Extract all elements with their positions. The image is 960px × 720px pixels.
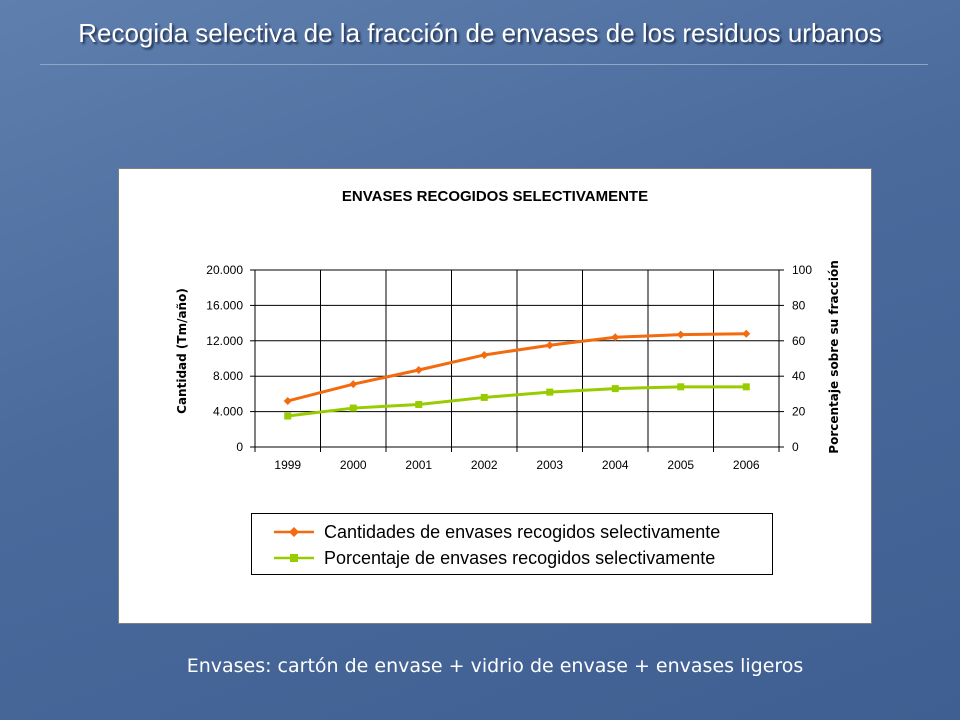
data-point-cantidad — [349, 380, 358, 389]
data-point-porcentaje — [480, 393, 488, 401]
y-tick-label-right: 0 — [792, 440, 799, 454]
y-tick-label-left: 12.000 — [206, 334, 243, 348]
x-tick-label: 2004 — [602, 458, 629, 472]
chart-title: ENVASES RECOGIDOS SELECTIVAMENTE — [342, 188, 648, 205]
legend-label-porcentaje: Porcentaje de envases recogidos selectiv… — [324, 547, 716, 568]
legend-swatch-green — [274, 554, 314, 562]
x-tick-label: 2006 — [733, 458, 760, 472]
y-axis-label-left: Cantidad (Tm/año) — [175, 288, 189, 414]
y-tick-label-right: 100 — [792, 263, 812, 277]
line-chart: ENVASES RECOGIDOS SELECTIVAMENTE Cantida… — [175, 188, 841, 472]
plot-frame — [254, 269, 780, 448]
data-point-porcentaje — [742, 383, 750, 391]
chart-legend: Cantidades de envases recogidos selectiv… — [251, 513, 773, 575]
x-tick-label: 2005 — [667, 458, 694, 472]
data-point-porcentaje — [611, 385, 619, 393]
y-tick-label-right: 40 — [792, 369, 806, 383]
x-tick-label: 2002 — [471, 458, 498, 472]
data-point-cantidad — [283, 396, 292, 405]
y-tick-label-right: 60 — [792, 334, 806, 348]
x-tick-label: 2003 — [536, 458, 563, 472]
y-tick-label-right: 80 — [792, 298, 806, 312]
y-tick-label-left: 0 — [236, 440, 243, 454]
legend-item-cantidades: Cantidades de envases recogidos selectiv… — [272, 520, 720, 544]
series-line-1 — [287, 385, 747, 418]
data-point-porcentaje — [415, 401, 423, 409]
data-point-cantidad — [676, 330, 685, 339]
y-tick-label-right: 20 — [792, 405, 806, 419]
data-point-cantidad — [742, 329, 751, 338]
data-point-cantidad — [480, 350, 489, 359]
legend-item-porcentaje: Porcentaje de envases recogidos selectiv… — [272, 546, 715, 570]
y-tick-label-left: 20.000 — [206, 263, 243, 277]
data-point-cantidad — [545, 341, 554, 350]
data-point-porcentaje — [546, 388, 554, 396]
data-point-porcentaje — [677, 383, 685, 391]
series-line-0 — [287, 332, 747, 403]
slide-caption: Envases: cartón de envase + vidrio de en… — [186, 655, 804, 677]
y-tick-label-left: 16.000 — [206, 298, 243, 312]
data-point-cantidad — [611, 333, 620, 342]
x-tick-label: 2000 — [340, 458, 367, 472]
data-point-porcentaje — [284, 412, 292, 420]
y-tick-label-left: 8.000 — [213, 369, 243, 383]
data-point-porcentaje — [349, 404, 357, 412]
chart-panel: ENVASES RECOGIDOS SELECTIVAMENTE Cantida… — [118, 168, 872, 624]
y-axis-label-right: Porcentaje sobre su fracción — [827, 260, 841, 453]
legend-swatch-orange — [274, 527, 314, 537]
x-tick-label: 1999 — [274, 458, 301, 472]
legend-label-cantidades: Cantidades de envases recogidos selectiv… — [324, 521, 721, 542]
title-divider — [40, 64, 928, 65]
slide-title: Recogida selectiva de la fracción de env… — [78, 18, 882, 48]
y-tick-label-left: 4.000 — [213, 405, 243, 419]
data-point-cantidad — [414, 366, 423, 375]
x-tick-label: 2001 — [405, 458, 432, 472]
